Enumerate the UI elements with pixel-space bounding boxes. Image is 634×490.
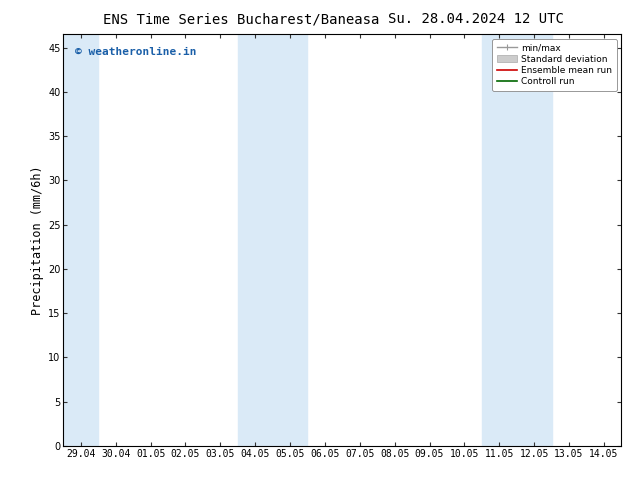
Legend: min/max, Standard deviation, Ensemble mean run, Controll run: min/max, Standard deviation, Ensemble me… (493, 39, 617, 91)
Bar (517, 34, 552, 446)
Y-axis label: Precipitation (mm/6h): Precipitation (mm/6h) (31, 165, 44, 315)
Text: © weatheronline.in: © weatheronline.in (75, 47, 196, 57)
Text: Su. 28.04.2024 12 UTC: Su. 28.04.2024 12 UTC (387, 12, 564, 26)
Bar (482, 34, 517, 446)
Bar (273, 34, 307, 446)
Bar (63, 34, 98, 446)
Bar (238, 34, 273, 446)
Text: ENS Time Series Bucharest/Baneasa: ENS Time Series Bucharest/Baneasa (103, 12, 379, 26)
